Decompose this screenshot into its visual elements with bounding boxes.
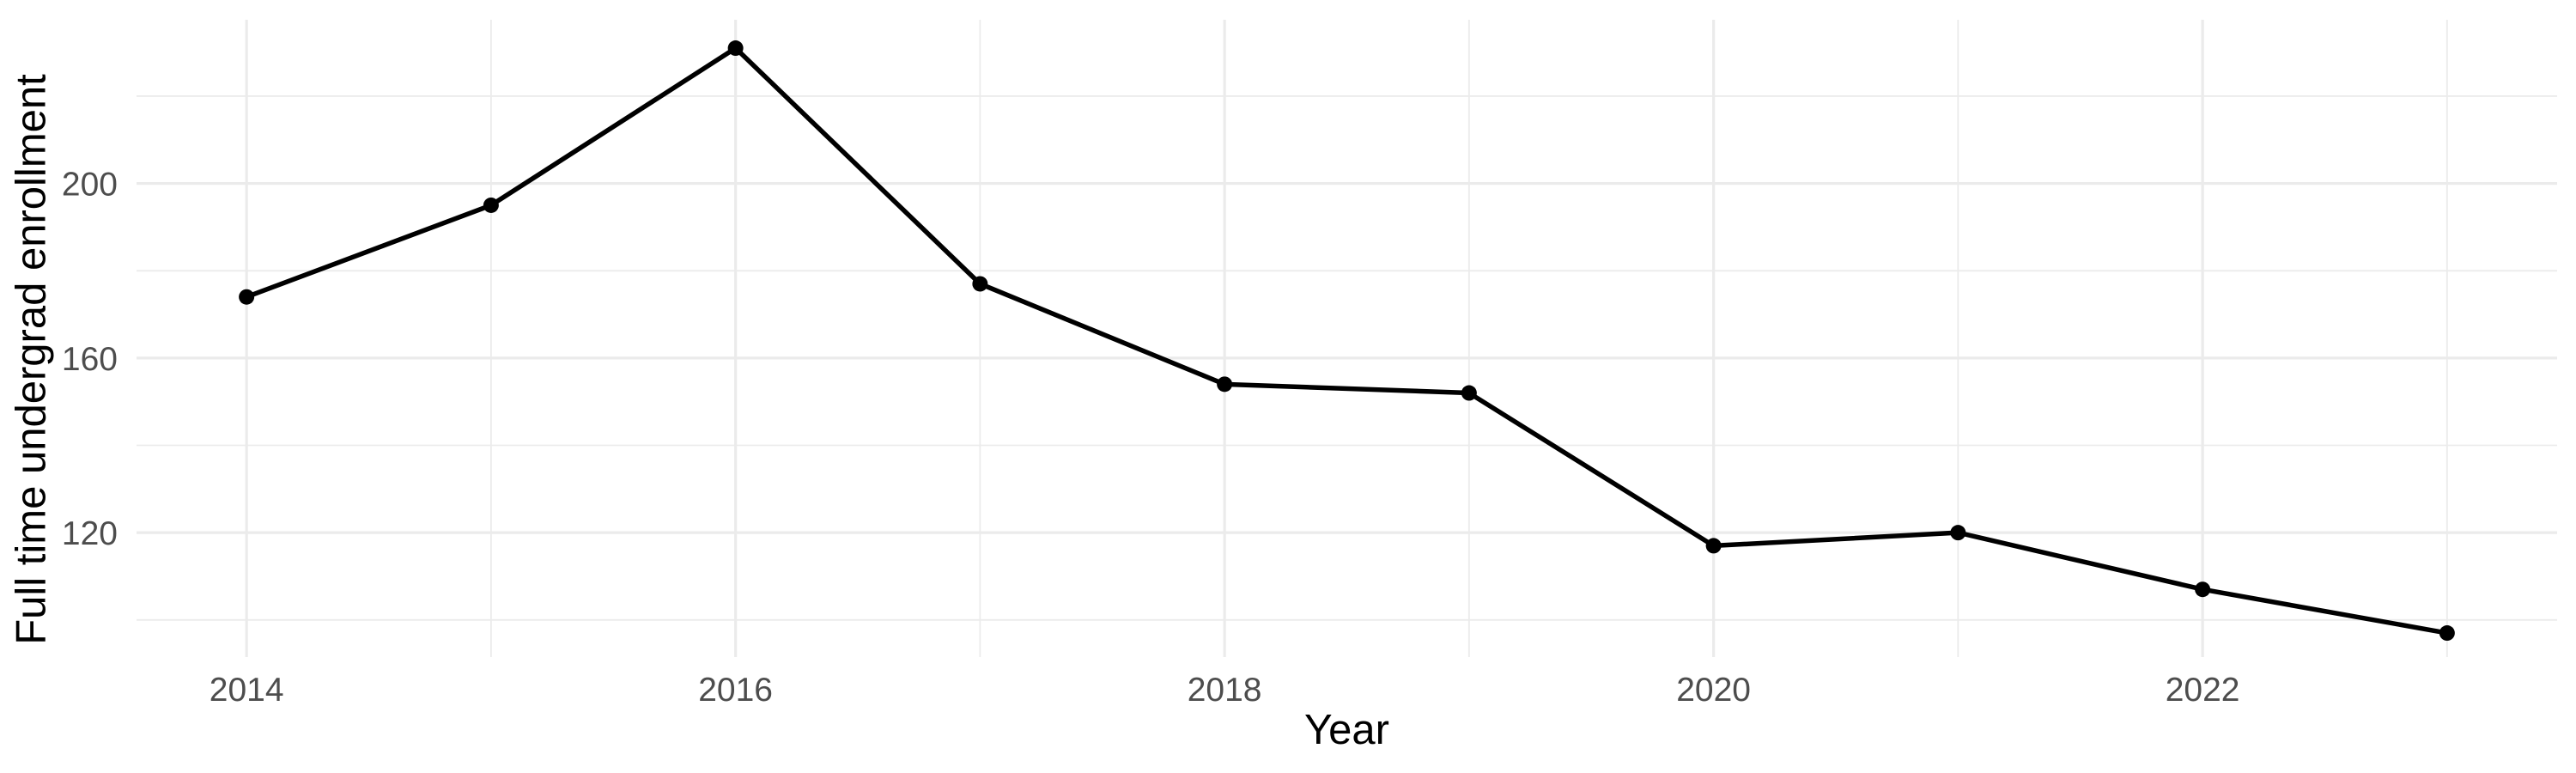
x-tick-label-2018: 2018 bbox=[1188, 672, 1262, 709]
x-tick-label-2014: 2014 bbox=[210, 672, 284, 709]
data-point-2016 bbox=[727, 40, 744, 57]
data-line bbox=[246, 46, 2448, 636]
data-point-2014 bbox=[239, 289, 255, 305]
data-point-2023 bbox=[2439, 625, 2455, 642]
y-tick-label-160: 160 bbox=[62, 341, 118, 378]
data-point-2017 bbox=[972, 276, 988, 292]
x-tick-label-2022: 2022 bbox=[2166, 672, 2240, 709]
y-tick-label-120: 120 bbox=[62, 515, 118, 552]
data-point-2022 bbox=[2195, 581, 2211, 598]
y-tick-label-200: 200 bbox=[62, 167, 118, 204]
data-point-2018 bbox=[1217, 376, 1233, 393]
x-tick-label-2020: 2020 bbox=[1676, 672, 1751, 709]
data-point-2019 bbox=[1461, 385, 1477, 401]
y-axis-title: Full time undergrad enrollment bbox=[8, 74, 55, 645]
data-point-2020 bbox=[1705, 538, 1722, 554]
data-point-2015 bbox=[483, 197, 499, 213]
data-point-2021 bbox=[1950, 525, 1966, 541]
x-tick-label-2016: 2016 bbox=[698, 672, 773, 709]
x-axis-title: Year bbox=[1303, 707, 1389, 753]
